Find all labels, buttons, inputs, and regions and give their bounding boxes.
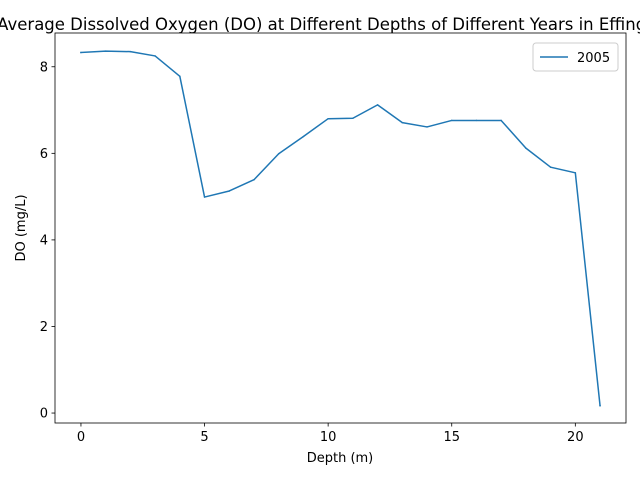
data-point bbox=[376, 104, 379, 106]
data-point bbox=[154, 55, 156, 57]
data-point bbox=[574, 172, 577, 174]
legend: 2005 bbox=[532, 42, 619, 72]
x-tick-label: 10 bbox=[320, 430, 337, 445]
data-point bbox=[549, 166, 552, 168]
y-axis-title: DO (mg/L) bbox=[14, 194, 29, 261]
data-point bbox=[401, 121, 404, 124]
data-point bbox=[525, 147, 527, 149]
legend-label-2005: 2005 bbox=[577, 51, 610, 66]
data-point bbox=[253, 178, 255, 181]
data-point bbox=[302, 135, 305, 138]
series-layer bbox=[80, 50, 601, 407]
y-tick-label: 6 bbox=[40, 147, 48, 162]
data-point bbox=[327, 117, 329, 120]
data-point bbox=[179, 75, 181, 78]
legend-box bbox=[532, 42, 619, 72]
data-point bbox=[500, 119, 502, 122]
series-line-2005 bbox=[80, 50, 601, 407]
data-point bbox=[450, 119, 453, 122]
data-point bbox=[352, 117, 354, 120]
y-tick-label: 0 bbox=[40, 407, 48, 422]
x-axis-title: Depth (m) bbox=[307, 451, 374, 466]
y-tick-label: 4 bbox=[40, 233, 48, 248]
axis-ticks: 0 5 10 15 20 0 2 4 6 8 bbox=[40, 60, 584, 445]
x-tick-label: 0 bbox=[77, 430, 85, 445]
data-point bbox=[277, 153, 280, 155]
plot-area bbox=[55, 33, 626, 423]
plot-frame bbox=[54, 32, 627, 424]
data-point bbox=[426, 126, 428, 128]
data-point bbox=[80, 51, 82, 54]
y-tick-label: 8 bbox=[40, 60, 48, 75]
x-tick-label: 5 bbox=[200, 430, 208, 445]
x-tick-label: 20 bbox=[567, 430, 584, 445]
data-point bbox=[228, 190, 231, 192]
y-tick-label: 2 bbox=[40, 320, 48, 335]
data-point bbox=[104, 50, 107, 52]
data-point bbox=[203, 196, 206, 198]
data-point bbox=[599, 404, 601, 407]
data-point bbox=[129, 50, 132, 53]
chart-title: Average Dissolved Oxygen (DO) at Differe… bbox=[0, 15, 640, 34]
data-point bbox=[475, 119, 478, 122]
x-tick-label: 15 bbox=[443, 430, 460, 445]
